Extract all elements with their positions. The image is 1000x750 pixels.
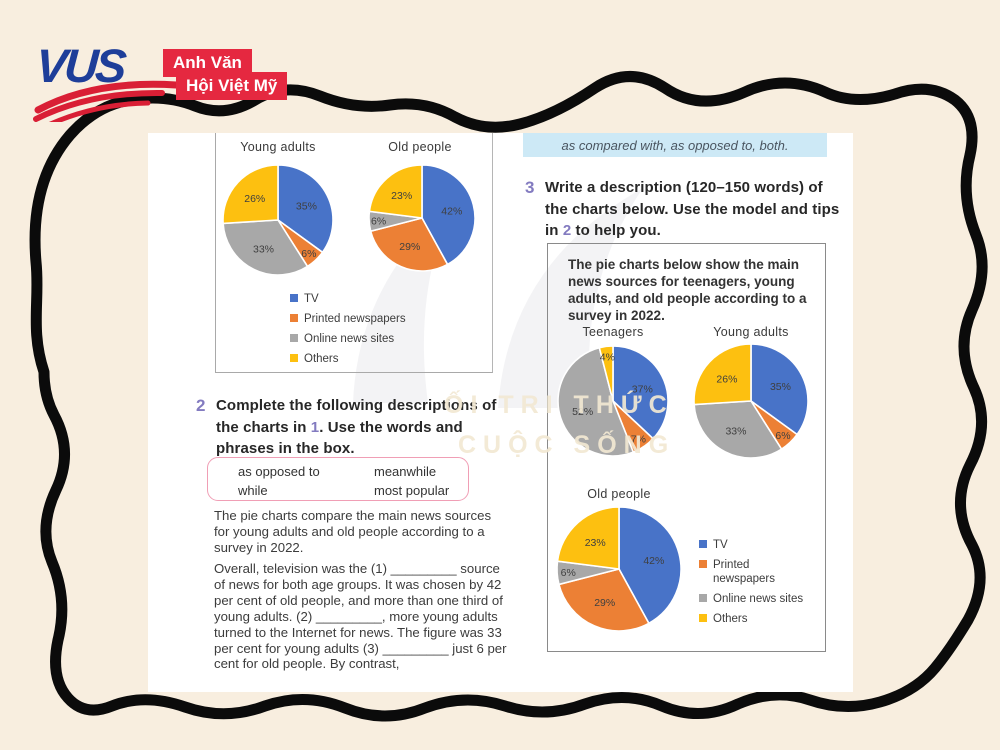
figure2-box: The pie charts below show the main news … [547,243,826,652]
legend-item-online-news-sites: Online news sites [699,592,823,606]
svg-text:42%: 42% [643,555,664,567]
logo-swoosh-icon [33,80,180,122]
online-news-sites-color-swatch [290,334,298,342]
pie-chart-young-adults-1: 35% 6% 33% 26% [220,162,336,283]
instruction-text: Write a description (120–150 words) of t… [545,179,840,239]
figure2-legend: TV Printed newspapers Online news sites … [699,538,823,632]
legend-item-printed-newspapers: Printed newspapers [699,558,823,586]
exercise-3-instruction: Write a description (120–150 words) of t… [545,177,847,242]
svg-text:29%: 29% [594,597,615,609]
legend-label: TV [713,539,728,551]
exercise-2-heading: 2 Complete the following descriptions of… [196,395,514,460]
chart-title-teenagers: Teenagers [582,325,644,339]
svg-text:52%: 52% [572,406,593,418]
tv-color-swatch [290,294,298,302]
legend-item-others: Others [699,612,823,626]
pie-chart-old-people-2: 42% 29% 6% 23% [554,504,684,639]
exercise-3-heading: 3 Write a description (120–150 words) of… [525,177,847,242]
legend-label: Others [304,353,339,365]
instruction-text: . Use the words and phrases in the box. [216,418,463,458]
legend-label: TV [304,293,319,305]
chart-title-young-adults-2: Young adults [713,325,789,339]
legend-item-others: Others [290,352,406,366]
svg-text:29%: 29% [399,241,420,253]
svg-text:42%: 42% [441,205,462,217]
others-color-swatch [699,614,707,622]
svg-text:23%: 23% [585,537,606,549]
legend-label: Printed newspapers [713,559,776,585]
svg-text:6%: 6% [301,248,316,260]
svg-text:35%: 35% [296,201,317,213]
legend-item-tv: TV [699,538,823,552]
pie-chart-teenagers: 37% 7% 52% 4% [555,343,671,464]
figure1-legend: TV Printed newspapers Online news sites … [290,292,406,372]
model-paragraph-1: The pie charts compare the main news sou… [214,508,492,555]
legend-label: Printed newspapers [304,313,406,325]
word-item: as opposed to [238,464,320,479]
svg-text:35%: 35% [770,381,791,393]
exercise-3-number: 3 [525,178,535,197]
chart-title-young-adults-1: Young adults [240,140,316,154]
svg-text:6%: 6% [371,216,386,228]
chart-title-old-people-1: Old people [388,140,452,154]
svg-text:4%: 4% [600,351,615,363]
word-item: while [238,482,268,498]
exercise-2-instruction: Complete the following descriptions of t… [216,395,514,460]
vus-logo: VUS Anh Văn Hội Việt Mỹ [30,36,330,122]
pie-chart-young-adults-2: 35% 6% 33% 26% [691,341,811,466]
svg-text:23%: 23% [391,190,412,202]
logo-badge-line2: Hội Việt Mỹ [176,72,288,100]
reference-number: 2 [562,222,572,239]
svg-text:33%: 33% [725,425,746,437]
svg-text:7%: 7% [631,433,646,445]
figure2-caption: The pie charts below show the main news … [568,257,807,323]
printed-newspapers-color-swatch [290,314,298,322]
instruction-text: Complete the following descriptions of t… [216,397,497,436]
printed-newspapers-color-swatch [699,560,707,568]
legend-label: Others [713,613,748,625]
word-item: meanwhile [374,464,437,479]
model-paragraph-2: Overall, television was the (1) ________… [214,561,507,672]
legend-item-online-news-sites: Online news sites [290,332,406,346]
legend-item-tv: TV [290,292,406,306]
online-news-sites-color-swatch [699,594,707,602]
exercise-2-number: 2 [196,396,206,415]
others-color-swatch [290,354,298,362]
svg-text:6%: 6% [775,430,790,442]
svg-text:26%: 26% [244,193,265,205]
reference-number: 1 [310,418,320,436]
word-item: most popular [374,482,450,498]
chart-title-old-people-2: Old people [587,487,651,501]
textbook-page: Young adults Old people 35% 6% 33% 26% 42% 2… [148,133,853,692]
legend-label: Online news sites [304,333,395,345]
svg-text:37%: 37% [632,383,653,395]
tv-color-swatch [699,540,707,548]
word-box: as opposed to meanwhile while most popul… [207,457,469,501]
svg-text:33%: 33% [253,243,274,255]
pie-chart-old-people-1: 42% 29% 6% 23% [366,162,478,279]
legend-label: Online news sites [713,593,804,605]
instruction-text: to help you. [571,222,661,239]
figure1-box: Young adults Old people 35% 6% 33% 26% 42% 2… [215,133,493,373]
svg-text:6%: 6% [561,567,576,579]
highlight-phrases: as compared with, as opposed to, both. [561,137,789,153]
svg-text:26%: 26% [716,373,737,385]
legend-item-printed-newspapers: Printed newspapers [290,312,406,326]
highlight-strip: as compared with, as opposed to, both. [523,133,827,157]
